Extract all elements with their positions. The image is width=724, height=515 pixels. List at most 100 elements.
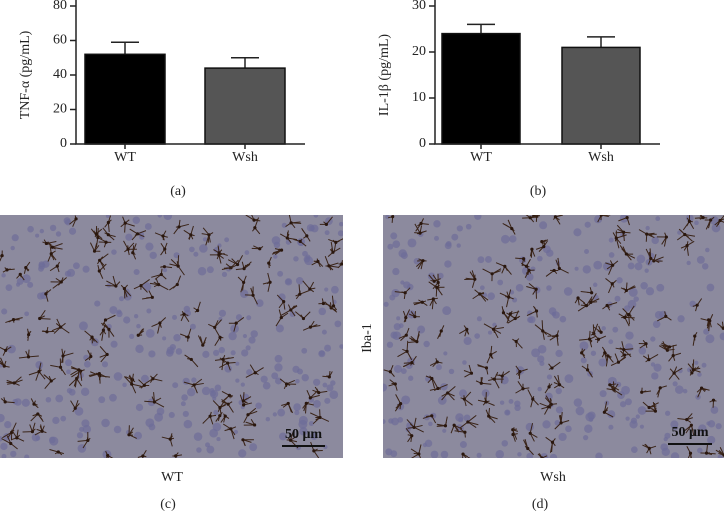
microglia-body [469, 371, 474, 375]
microglia [408, 331, 420, 344]
nucleus [80, 387, 90, 397]
microglia-body [473, 277, 477, 281]
nucleus [168, 411, 175, 419]
microglia-body [98, 258, 102, 262]
microglia-body [40, 429, 44, 433]
nucleus [592, 282, 598, 287]
microglia-body [599, 215, 603, 217]
nucleus [527, 310, 533, 316]
microglia-body [49, 252, 53, 256]
microglia-body [701, 216, 705, 220]
nucleus [15, 282, 21, 287]
nucleus [552, 311, 560, 319]
nucleus [110, 340, 118, 348]
nucleus [670, 452, 680, 458]
microglia-body [503, 264, 507, 268]
microglia [160, 242, 168, 256]
nucleus [389, 294, 396, 301]
microglia [68, 375, 82, 388]
nucleus [637, 406, 647, 415]
microglia [450, 424, 463, 434]
nucleus [500, 234, 510, 244]
microglia [43, 374, 56, 390]
microglia [597, 215, 611, 223]
microglia [2, 267, 15, 273]
nucleus [241, 349, 249, 357]
nucleus [537, 344, 547, 354]
microglia [547, 330, 559, 346]
nucleus [133, 269, 140, 276]
microglia [169, 255, 185, 276]
nucleus [501, 440, 509, 447]
nucleus [250, 330, 258, 338]
nucleus [608, 424, 614, 430]
nucleus [90, 338, 99, 347]
nucleus [645, 287, 655, 296]
nucleus [588, 417, 594, 422]
microglia-body [130, 382, 134, 386]
microglia [413, 299, 428, 306]
microglia-body [308, 396, 312, 400]
nucleus [458, 417, 464, 423]
nucleus [109, 393, 117, 402]
microglia [183, 225, 195, 240]
nucleus [424, 439, 433, 448]
y-tick-label: 10 [412, 90, 426, 105]
nucleus [255, 299, 264, 307]
microglia [464, 270, 476, 288]
nucleus [331, 285, 339, 294]
microglia [105, 275, 121, 287]
microglia-body [189, 357, 193, 362]
microglia-body [693, 334, 697, 338]
nucleus [329, 390, 339, 400]
microglia-body [177, 225, 181, 229]
nucleus [111, 249, 117, 255]
microglia [485, 407, 498, 424]
nucleus [564, 374, 574, 384]
nucleus [278, 293, 286, 301]
nucleus [38, 265, 44, 272]
nucleus [487, 292, 495, 300]
stain-label: Iba-1 [360, 323, 375, 353]
microglia [429, 379, 448, 391]
microglia-body [664, 314, 668, 318]
microglia-body [463, 430, 467, 434]
microglia [242, 439, 254, 447]
microglia [183, 378, 204, 394]
microglia [275, 309, 289, 327]
microglia [214, 327, 224, 346]
nucleus [308, 421, 314, 427]
microglia-body [436, 386, 440, 391]
nucleus [235, 314, 243, 321]
microglia-body [189, 233, 193, 237]
nucleus [698, 424, 707, 433]
microglia [309, 409, 330, 425]
microglia [704, 216, 715, 230]
microglia [212, 400, 227, 416]
microglia-body [624, 252, 628, 256]
nucleus [396, 316, 401, 321]
microglia-body [461, 452, 465, 456]
nucleus [135, 403, 144, 412]
microglia [427, 297, 438, 310]
nucleus [682, 388, 688, 394]
microglia [394, 287, 411, 300]
nucleus [60, 415, 67, 422]
nucleus [214, 384, 222, 392]
nucleus [387, 243, 394, 250]
nucleus [191, 377, 197, 383]
microglia [606, 381, 623, 396]
microglia-body [528, 431, 532, 435]
nucleus [74, 406, 84, 416]
microglia [262, 272, 271, 292]
microglia [402, 355, 417, 368]
microglia-body [608, 383, 612, 387]
microglia-body [267, 261, 271, 265]
nucleus [390, 331, 398, 339]
microglia-body [229, 427, 233, 431]
microglia [459, 325, 470, 337]
nucleus [584, 249, 589, 254]
microglia [123, 240, 137, 256]
microglia-body [391, 215, 395, 219]
nucleus [651, 236, 659, 245]
